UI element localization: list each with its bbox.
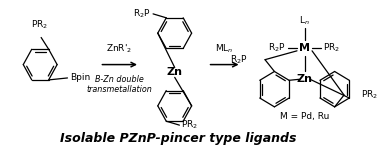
Text: R$_2$P: R$_2$P — [133, 8, 151, 20]
Text: transmetallation: transmetallation — [86, 85, 152, 94]
Text: Bpin: Bpin — [70, 74, 91, 82]
Text: L$_n$: L$_n$ — [299, 14, 310, 27]
Text: M = Pd, Ru: M = Pd, Ru — [280, 112, 329, 121]
Text: R$_2$P: R$_2$P — [268, 42, 286, 54]
Text: ZnR'$_2$: ZnR'$_2$ — [106, 42, 132, 55]
Text: ML$_n$: ML$_n$ — [215, 42, 234, 55]
Text: PR$_2$: PR$_2$ — [323, 42, 341, 54]
Text: R$_2$P: R$_2$P — [230, 53, 248, 66]
Text: PR$_2$: PR$_2$ — [361, 89, 378, 101]
Text: Zn: Zn — [296, 74, 313, 84]
Text: Zn: Zn — [167, 67, 183, 77]
Text: Isolable PZnP-pincer type ligands: Isolable PZnP-pincer type ligands — [60, 132, 297, 145]
Text: PR$_2$: PR$_2$ — [31, 18, 48, 31]
Text: B-Zn double: B-Zn double — [95, 75, 144, 84]
Text: M: M — [299, 43, 310, 53]
Text: PR$_2$: PR$_2$ — [181, 119, 198, 131]
